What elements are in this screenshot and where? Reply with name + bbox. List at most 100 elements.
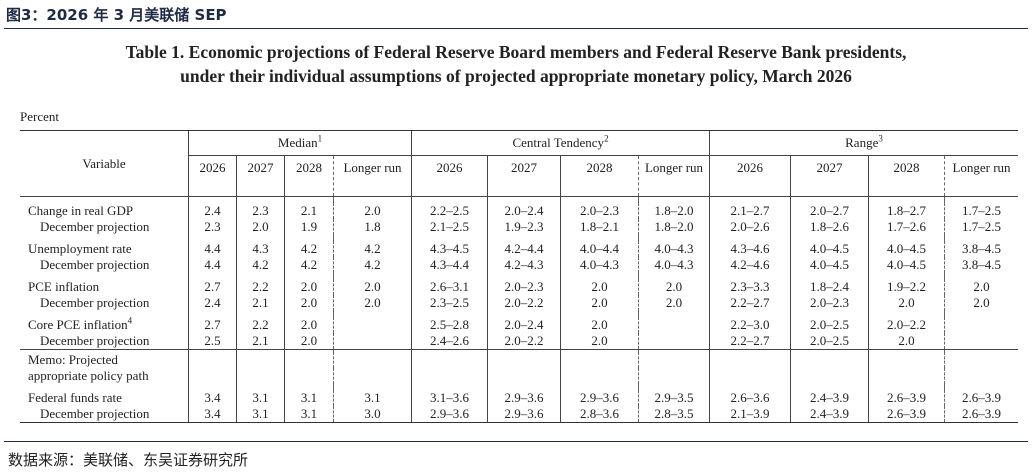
value-cell: 2.6–3.9 <box>868 390 945 406</box>
table-row: Unemployment rate 4.4 4.3 4.2 4.2 4.3–4.5 4.2–… <box>20 241 1018 257</box>
value-cell: 1.9 <box>284 219 334 235</box>
value-cell <box>487 368 561 384</box>
value-cell <box>333 368 412 384</box>
value-cell: 1.9–2.3 <box>487 219 561 235</box>
value-cell: 4.2–4.6 <box>709 257 791 273</box>
unit-label: Percent <box>20 109 59 124</box>
value-cell: 1.8–2.6 <box>790 219 869 235</box>
row-spacer <box>20 311 1018 317</box>
value-cell <box>790 352 869 368</box>
longer-run-header: Longer run <box>333 155 412 197</box>
header-row-groups: Variable Median1 Central Tendency2 Range3 <box>20 130 1018 197</box>
spacer-cell <box>868 384 945 390</box>
value-cell <box>790 368 869 384</box>
row-label: appropriate policy path <box>20 368 189 384</box>
value-cell <box>236 368 285 384</box>
spacer-cell <box>333 311 412 317</box>
value-cell: 2.0 <box>560 279 639 295</box>
value-cell: 2.1 <box>236 295 285 311</box>
table-title: Table 1. Economic projections of Federal… <box>0 40 1032 88</box>
value-cell: 2.7 <box>188 317 237 333</box>
spacer-cell <box>333 196 412 203</box>
spacer-cell <box>790 273 869 279</box>
value-cell: 4.3 <box>236 241 285 257</box>
value-cell: 2.4 <box>188 295 237 311</box>
value-cell: 2.7 <box>188 279 237 295</box>
value-cell: 4.0–4.5 <box>868 257 945 273</box>
value-cell: 2.2–2.5 <box>411 203 488 219</box>
spacer-cell <box>560 384 639 390</box>
value-cell <box>188 368 237 384</box>
table-row: Change in real GDP 2.4 2.3 2.1 2.0 2.2–2.5 2.0… <box>20 203 1018 219</box>
spacer-cell <box>411 196 488 203</box>
year-header: 2027 <box>487 155 561 197</box>
value-cell <box>868 352 945 368</box>
section-divider <box>20 349 1018 352</box>
spacer-cell <box>709 235 791 241</box>
value-cell: 2.0 <box>284 317 334 333</box>
value-cell: 2.5 <box>188 333 237 350</box>
longer-run-header: Longer run <box>944 155 1018 197</box>
spacer-cell <box>188 273 237 279</box>
row-label-text: December projection <box>40 219 150 234</box>
value-cell: 2.0–2.7 <box>790 203 869 219</box>
spacer-cell <box>638 235 710 241</box>
spacer-cell <box>709 384 791 390</box>
row-label: PCE inflation <box>20 279 189 295</box>
spacer-cell <box>284 235 334 241</box>
spacer-cell <box>487 311 561 317</box>
row-label-text: appropriate policy path <box>28 368 149 383</box>
value-cell <box>638 368 710 384</box>
spacer-cell <box>868 235 945 241</box>
value-cell <box>236 352 285 368</box>
row-label: Core PCE inflation4 <box>20 316 189 333</box>
value-cell: 4.0–4.3 <box>560 257 639 273</box>
spacer-cell <box>560 235 639 241</box>
value-cell: 1.7–2.6 <box>868 219 945 235</box>
spacer-cell <box>560 349 639 352</box>
table-row: December projection 4.4 4.2 4.2 4.2 4.3–4.4 4.… <box>20 257 1018 273</box>
value-cell: 2.0 <box>284 279 334 295</box>
group-header: Range3 <box>709 130 1018 156</box>
value-cell: 2.4 <box>188 203 237 219</box>
year-header: 2026 <box>188 155 237 197</box>
value-cell <box>944 333 1018 350</box>
spacer-cell <box>284 273 334 279</box>
value-cell: 2.0 <box>284 333 334 350</box>
spacer-cell <box>944 235 1018 241</box>
group-label: Median <box>277 135 318 150</box>
value-cell: 2.0 <box>868 295 945 311</box>
spacer-cell <box>188 311 237 317</box>
spacer-cell <box>868 349 945 352</box>
row-label: December projection <box>20 406 189 423</box>
value-cell: 4.0–4.4 <box>560 241 639 257</box>
group-header: Central Tendency2 <box>411 130 710 156</box>
spacer-cell <box>20 196 189 203</box>
year-header: 2028 <box>284 155 334 197</box>
value-cell: 2.1–3.9 <box>709 406 791 423</box>
table-row: Memo: Projected <box>20 352 1018 368</box>
value-cell <box>638 317 710 333</box>
row-label-text: PCE inflation <box>28 279 100 294</box>
row-label: Unemployment rate <box>20 241 189 257</box>
top-divider <box>4 28 1028 29</box>
value-cell: 2.0–2.2 <box>868 317 945 333</box>
value-cell: 4.2–4.3 <box>487 257 561 273</box>
row-label-text: Federal funds rate <box>28 390 122 405</box>
spacer-cell <box>284 384 334 390</box>
row-label-text: December projection <box>40 406 150 421</box>
table-row: PCE inflation 2.7 2.2 2.0 2.0 2.6–3.1 2.0–2.3 2… <box>20 279 1018 295</box>
spacer-cell <box>236 384 285 390</box>
value-cell: 4.3–4.4 <box>411 257 488 273</box>
value-cell: 2.0 <box>560 295 639 311</box>
value-cell: 4.0–4.3 <box>638 257 710 273</box>
value-cell: 2.2–2.7 <box>709 295 791 311</box>
value-cell: 4.0–4.3 <box>638 241 710 257</box>
spacer-cell <box>411 349 488 352</box>
value-cell <box>944 352 1018 368</box>
value-cell: 2.0–2.3 <box>560 203 639 219</box>
spacer-cell <box>638 273 710 279</box>
row-label-text: December projection <box>40 295 150 310</box>
spacer-cell <box>487 235 561 241</box>
value-cell: 4.2 <box>284 257 334 273</box>
